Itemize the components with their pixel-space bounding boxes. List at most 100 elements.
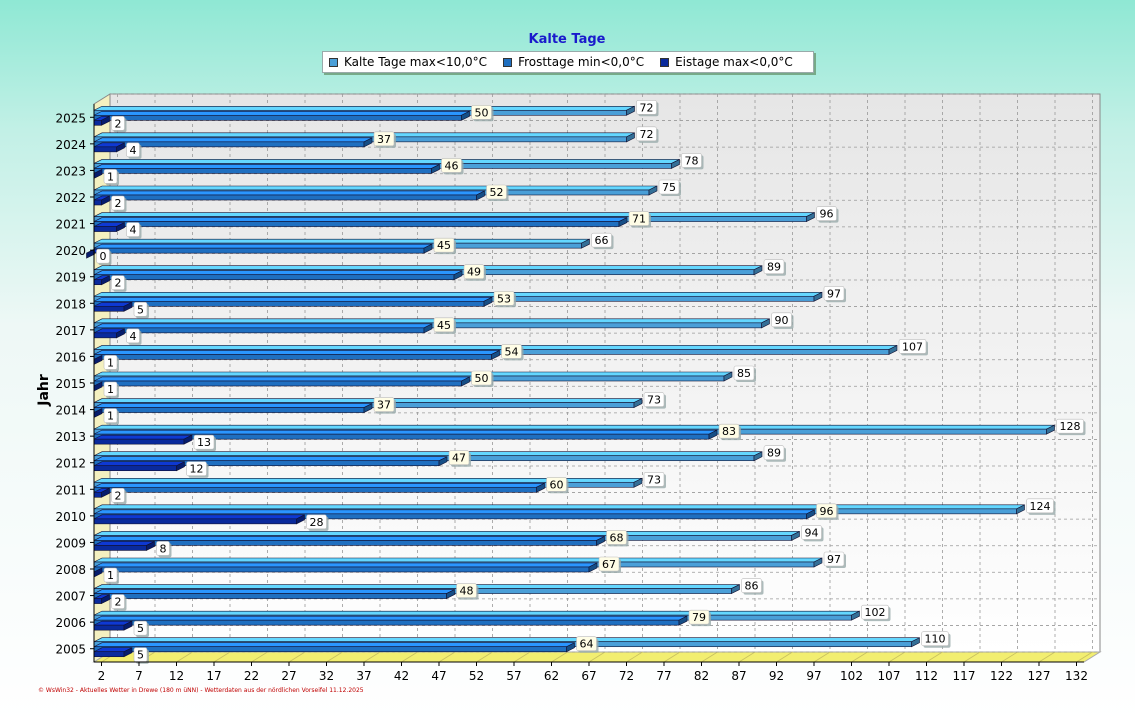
x-tick-label: 67: [581, 669, 596, 683]
data-label: 47: [452, 452, 466, 465]
bar-top: [93, 270, 463, 276]
data-label: 54: [505, 345, 519, 358]
data-label-box: [636, 99, 657, 115]
data-label-box: [103, 408, 118, 423]
data-label-box: [133, 301, 148, 317]
y-tick-label: 2018: [55, 297, 86, 311]
data-label: 78: [685, 154, 699, 167]
bar: [93, 438, 185, 445]
bar-end: [116, 222, 125, 233]
data-label: 2: [115, 489, 122, 502]
data-label: 2: [115, 596, 122, 609]
y-tick-label: 2005: [55, 643, 86, 657]
bar-end: [648, 185, 658, 196]
bar-top: [93, 398, 643, 403]
bar: [93, 518, 297, 525]
data-label: 45: [437, 319, 451, 332]
x-tick-label: 87: [731, 669, 746, 683]
data-label: 67: [602, 558, 616, 571]
bar-end: [123, 301, 133, 312]
bars: 7250272374784617552296714664508949297535…: [86, 99, 1086, 664]
bar-end: [753, 265, 763, 276]
x-tick-label: 22: [244, 669, 259, 683]
grid-line-floor: [738, 651, 756, 663]
data-label: 72: [640, 128, 654, 141]
data-label-box: [823, 551, 845, 567]
bar-end: [813, 291, 823, 302]
data-label-box: [126, 142, 140, 158]
y-tick-label: 2011: [55, 483, 86, 497]
data-label: 4: [130, 144, 137, 157]
bar-end: [753, 451, 763, 462]
bar-end: [146, 540, 155, 551]
bar-end: [1016, 504, 1025, 515]
bar-top: [93, 482, 545, 488]
bar-top: [93, 451, 763, 457]
data-label: 5: [137, 303, 144, 316]
y-tick-label: 2019: [55, 271, 86, 285]
legend-swatch-eistage: [660, 57, 670, 67]
data-label-box: [546, 476, 567, 492]
data-label-box: [111, 487, 125, 503]
bar: [93, 300, 485, 307]
bar-top: [93, 642, 575, 648]
bar: [93, 624, 125, 631]
y-tick-label: 2015: [55, 377, 86, 391]
bar-top: [93, 371, 733, 377]
data-label-box: [763, 445, 785, 461]
grid-line-floor: [1038, 651, 1056, 663]
bar-top: [93, 504, 1025, 510]
bar-end: [101, 594, 110, 605]
bar-top: [93, 105, 635, 111]
bar: [93, 226, 117, 232]
data-label-box: [823, 285, 845, 301]
bar-top: [93, 514, 305, 520]
data-label-box: [733, 365, 755, 381]
bar-end: [626, 105, 635, 116]
data-label: 45: [437, 239, 451, 252]
y-tick-label: 2022: [55, 191, 86, 205]
x-tick-label: 77: [656, 669, 671, 683]
data-label: 97: [827, 287, 841, 300]
data-label: 83: [722, 425, 736, 438]
data-label: 1: [107, 356, 114, 369]
grid-line-floor: [176, 651, 193, 663]
bar-top: [93, 589, 455, 594]
bar: [93, 545, 147, 551]
bar: [93, 407, 365, 413]
bar-top: [93, 376, 470, 382]
data-label-box: [126, 328, 140, 344]
bar: [93, 593, 447, 599]
grid-line-floor: [476, 651, 493, 663]
data-label-box: [493, 290, 515, 306]
bar-end: [101, 195, 110, 206]
bar-top: [93, 536, 605, 541]
data-label-box: [471, 370, 492, 386]
data-label-box: [103, 169, 118, 184]
data-label: 110: [925, 633, 946, 646]
grid-line-floor: [813, 651, 831, 663]
data-label-box: [193, 434, 215, 450]
legend: Kalte Tage max<10,0°C Frosttage min<0,0°…: [322, 51, 814, 73]
data-label: 96: [820, 505, 834, 518]
y-tick-label: 2013: [55, 430, 86, 444]
bar: [93, 619, 680, 626]
data-label-box: [133, 620, 148, 636]
bar-end: [566, 642, 575, 653]
bar-end: [116, 328, 125, 339]
bar-end: [423, 323, 433, 334]
data-label: 94: [805, 526, 819, 539]
bar-end: [461, 376, 470, 387]
bar-end: [851, 610, 860, 621]
bar-end: [888, 344, 898, 355]
bar-top: [93, 243, 433, 249]
bar-end: [761, 318, 770, 329]
bar: [93, 598, 102, 604]
bar-top: [93, 637, 920, 643]
y-tick-label: 2014: [55, 404, 86, 418]
bar-end: [483, 296, 493, 307]
data-label-box: [448, 450, 470, 466]
bar-top: [93, 509, 815, 515]
data-label-box: [103, 355, 118, 370]
data-label: 86: [745, 580, 759, 593]
